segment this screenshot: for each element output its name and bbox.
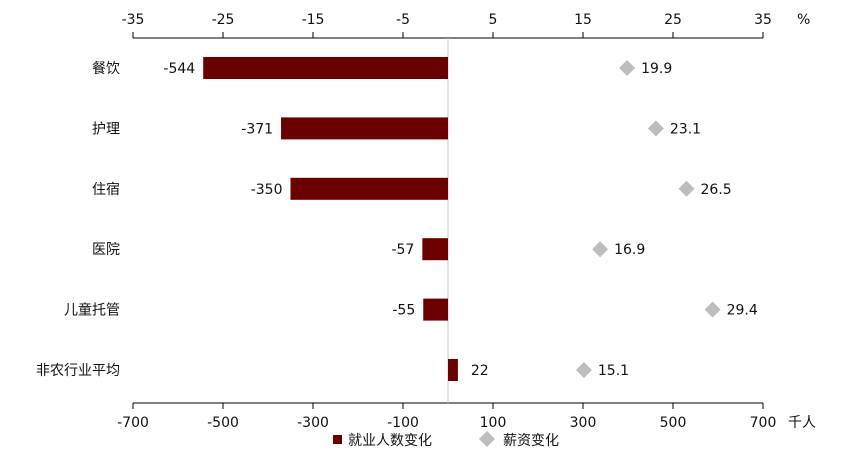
top-tick-label: -5: [396, 12, 410, 28]
top-tick-label: 35: [754, 12, 772, 28]
legend-diamond-label: 薪资变化: [503, 433, 559, 449]
category-label: 儿童托管: [64, 302, 120, 319]
bar-value-label: -544: [163, 61, 195, 77]
diamond-value-label: 15.1: [598, 363, 629, 379]
employment-bar: [448, 359, 458, 381]
top-tick-label: -35: [122, 12, 145, 28]
bottom-tick-label: -300: [297, 415, 329, 431]
top-tick-label: 5: [489, 12, 498, 28]
bottom-tick-labels: -700 -500 -300 -100 100 300 500 700: [117, 403, 776, 431]
bar-value-label: -371: [241, 121, 273, 137]
wage-diamond: [592, 241, 609, 258]
bar-value-labels: -544 -371 -350 -57 -55 22: [163, 61, 488, 379]
bar-value-label: -55: [392, 303, 415, 319]
bottom-tick-label: 100: [480, 415, 507, 431]
employment-bar: [423, 298, 448, 321]
top-axis-unit: %: [797, 12, 810, 28]
top-tick-label: 25: [664, 12, 682, 28]
top-tick-label: -25: [212, 12, 235, 28]
wage-diamond: [575, 362, 592, 378]
wage-diamond: [619, 60, 636, 76]
top-tick-labels: -35 -25 -15 -5 5 15 25 35: [122, 12, 772, 38]
bottom-tick-label: -100: [387, 415, 419, 431]
category-label: 医院: [92, 242, 120, 258]
employment-bar: [290, 177, 448, 200]
employment-bar: [203, 57, 448, 79]
bottom-axis-unit: 千人: [788, 415, 816, 431]
category-label: 餐饮: [92, 61, 120, 77]
legend-bar-swatch: [333, 435, 342, 444]
bottom-tick-label: 700: [750, 415, 777, 431]
legend-diamond-swatch: [479, 431, 495, 447]
bottom-tick-label: 300: [570, 415, 597, 431]
diamond-value-label: 16.9: [614, 242, 645, 258]
bottom-tick-label: 500: [660, 415, 687, 431]
bar-value-label: -350: [251, 182, 283, 198]
bar-value-label: -57: [391, 242, 414, 258]
bars: [203, 57, 458, 381]
category-label: 护理: [92, 121, 120, 137]
bottom-tick-label: -700: [117, 415, 149, 431]
bottom-tick-label: -500: [207, 415, 239, 431]
diamond-markers: [575, 60, 721, 378]
wage-diamond: [704, 301, 721, 318]
legend-bar-label: 就业人数变化: [348, 433, 432, 449]
bar-value-label: 22: [471, 363, 489, 379]
wage-diamond: [678, 180, 695, 197]
category-label: 住宿: [92, 181, 120, 198]
top-axis: -35 -25 -15 -5 5 15 25 35 %: [122, 12, 810, 39]
diamond-value-label: 23.1: [670, 121, 701, 137]
diamond-value-labels: 19.9 23.1 26.5 16.9 29.4 15.1: [598, 61, 758, 379]
diamond-value-label: 26.5: [701, 182, 732, 198]
employment-bar: [422, 238, 448, 261]
top-tick-label: 15: [574, 12, 592, 28]
bottom-axis: -700 -500 -300 -100 100 300 500 700 千人: [117, 402, 816, 431]
legend: 就业人数变化 薪资变化: [333, 431, 559, 449]
wage-diamond: [647, 120, 664, 137]
diamond-value-label: 29.4: [727, 303, 758, 319]
top-tick-label: -15: [302, 12, 325, 28]
employment-bar: [281, 117, 448, 140]
category-label: 非农行业平均: [36, 363, 120, 379]
diamond-value-label: 19.9: [641, 61, 672, 77]
